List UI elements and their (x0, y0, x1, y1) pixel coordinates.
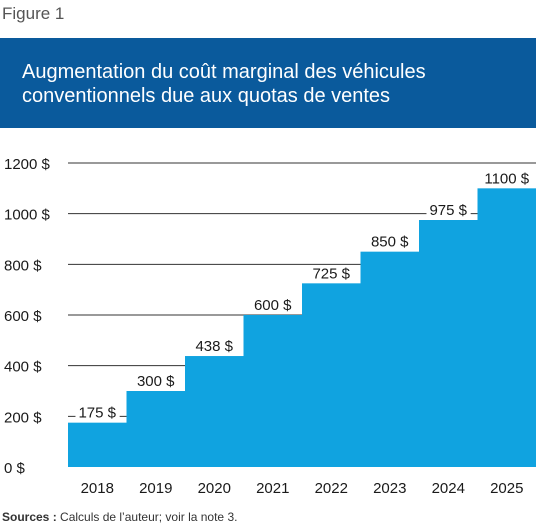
bar (360, 251, 420, 467)
data-label: 975 $ (429, 202, 467, 219)
bar (302, 283, 361, 467)
y-tick-label: 200 $ (4, 409, 42, 426)
sources-label: Sources : (2, 510, 57, 524)
x-axis-ticks: 2018 2019 2020 2021 2022 2023 2024 2025 (81, 480, 524, 497)
data-label: 1100 $ (484, 170, 529, 187)
data-label-backing (75, 404, 120, 422)
data-label-backing (367, 233, 413, 251)
data-label-backing (481, 170, 533, 188)
data-label-backing (309, 265, 354, 283)
sources-text: Calculs de l’auteur; voir la note 3. (56, 510, 238, 524)
y-tick-label: 0 $ (4, 460, 26, 477)
bar (185, 356, 244, 467)
bar (243, 315, 303, 467)
y-tick-label: 1000 $ (4, 207, 51, 224)
bar (68, 422, 127, 467)
data-label-backing (250, 297, 296, 314)
x-tick-label: 2022 (315, 480, 348, 497)
data-label: 725 $ (312, 265, 350, 282)
x-tick-label: 2024 (432, 480, 465, 497)
data-label-backing (133, 373, 179, 390)
bar (419, 220, 478, 467)
data-label: 438 $ (195, 338, 233, 355)
sources-note: Sources : Calculs de l’auteur; voir la n… (2, 510, 237, 524)
y-tick-label: 800 $ (4, 257, 42, 274)
data-label-backing (192, 338, 237, 356)
x-tick-label: 2018 (81, 480, 114, 497)
bar (477, 188, 536, 468)
bar (126, 391, 186, 467)
y-tick-label: 400 $ (4, 359, 42, 376)
y-tick-label: 1200 $ (4, 156, 51, 173)
step-area-chart: 0 $ 200 $ 400 $ 600 $ 800 $ 1000 $ 1200 $ 2018… (4, 156, 536, 497)
data-label: 175 $ (78, 405, 116, 422)
data-label-backing (426, 202, 471, 219)
data-labels: 175 $ 300 $ 438 $ 600 $ 725 $ 850 $ 975 $ 1100 … (75, 170, 533, 422)
x-tick-label: 2025 (490, 480, 523, 497)
x-tick-label: 2020 (198, 480, 231, 497)
chart-title: Augmentation du coût marginal des véhicu… (22, 61, 426, 107)
data-label: 850 $ (371, 234, 409, 251)
data-label: 300 $ (137, 373, 175, 390)
y-axis-ticks: 0 $ 200 $ 400 $ 600 $ 800 $ 1000 $ 1200 $ (4, 156, 51, 477)
figure-label: Figure 1 (2, 4, 65, 23)
x-tick-label: 2019 (139, 480, 172, 497)
title-banner: Augmentation du coût marginal des véhicu… (0, 38, 536, 128)
bars (68, 188, 536, 468)
data-label: 600 $ (254, 297, 292, 314)
x-tick-label: 2021 (256, 480, 289, 497)
y-tick-label: 600 $ (4, 308, 42, 325)
x-tick-label: 2023 (373, 480, 406, 497)
